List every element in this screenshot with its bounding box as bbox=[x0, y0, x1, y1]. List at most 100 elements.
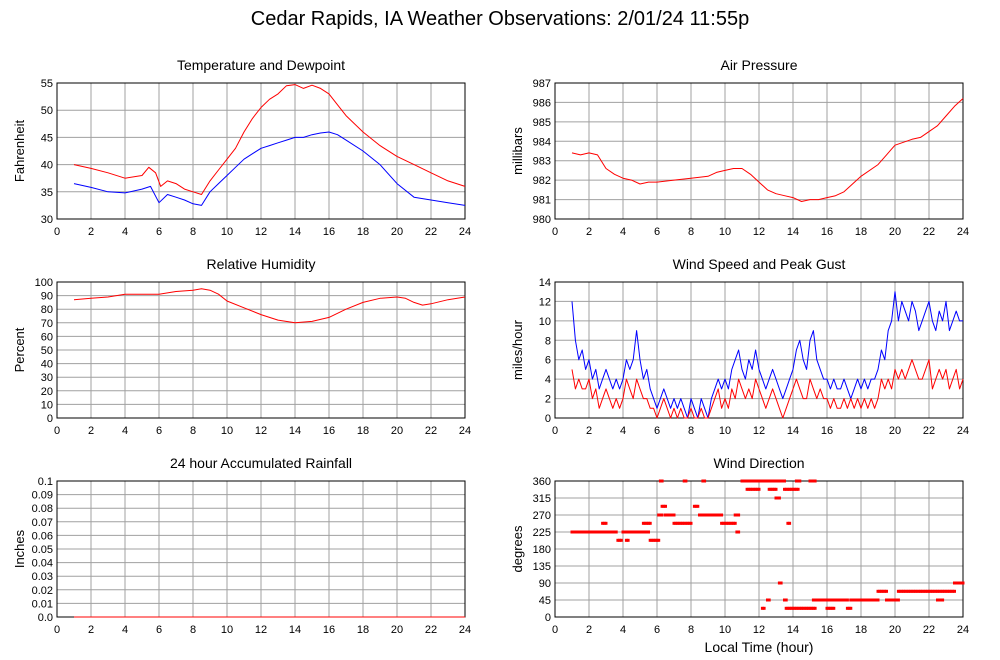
direction-point bbox=[766, 598, 769, 602]
x-tick-label: 8 bbox=[190, 624, 196, 636]
x-tick-label: 0 bbox=[552, 226, 558, 238]
y-axis-label: miles/hour bbox=[510, 319, 525, 380]
plot-frame bbox=[554, 82, 964, 220]
x-tick-label: 16 bbox=[821, 624, 833, 636]
direction-point bbox=[907, 589, 911, 593]
direction-point bbox=[742, 479, 746, 483]
direction-point bbox=[572, 530, 576, 534]
y-tick-label: 984 bbox=[533, 136, 551, 148]
direction-point bbox=[845, 606, 849, 610]
direction-point bbox=[613, 530, 616, 534]
direction-point bbox=[871, 598, 875, 602]
direction-point bbox=[640, 530, 644, 534]
direction-point bbox=[925, 589, 929, 593]
direction-point bbox=[716, 513, 720, 517]
direction-point bbox=[733, 521, 737, 525]
direction-point bbox=[774, 479, 778, 483]
direction-point bbox=[675, 521, 679, 525]
direction-point bbox=[788, 487, 792, 491]
direction-point bbox=[946, 589, 950, 593]
direction-point bbox=[896, 589, 900, 593]
x-tick-label: 2 bbox=[586, 226, 592, 238]
x-tick-label: 8 bbox=[190, 425, 196, 437]
x-tick-label: 8 bbox=[190, 226, 196, 238]
direction-point bbox=[630, 530, 633, 534]
y-tick-label: 100 bbox=[35, 277, 53, 289]
direction-point bbox=[602, 530, 606, 534]
chart-title: Wind Direction bbox=[713, 455, 804, 471]
series-line-rh-0 bbox=[73, 288, 466, 324]
direction-point bbox=[573, 530, 577, 534]
direction-point bbox=[592, 530, 596, 534]
direction-point bbox=[704, 513, 708, 517]
direction-point bbox=[937, 598, 941, 602]
x-tick-label: 14 bbox=[787, 425, 799, 437]
direction-point bbox=[885, 598, 888, 602]
direction-point bbox=[587, 530, 591, 534]
chart-title: Temperature and Dewpoint bbox=[177, 57, 345, 73]
x-tick-label: 0 bbox=[54, 226, 60, 238]
direction-point bbox=[857, 598, 861, 602]
y-tick-label: 40 bbox=[41, 160, 53, 172]
x-tick-label: 16 bbox=[821, 226, 833, 238]
direction-point bbox=[805, 606, 809, 610]
y-tick-label: 0.09 bbox=[32, 490, 53, 502]
direction-point bbox=[922, 589, 926, 593]
x-tick-label: 14 bbox=[787, 624, 799, 636]
x-tick-label: 10 bbox=[221, 624, 233, 636]
chart-title: Relative Humidity bbox=[207, 256, 316, 272]
direction-point bbox=[682, 479, 686, 483]
direction-point bbox=[643, 521, 647, 525]
direction-point bbox=[730, 521, 734, 525]
x-tick-label: 0 bbox=[54, 624, 60, 636]
y-tick-label: 90 bbox=[41, 291, 53, 303]
direction-point bbox=[777, 479, 781, 483]
x-tick-label: 8 bbox=[688, 624, 694, 636]
y-tick-label: 0 bbox=[545, 413, 551, 425]
direction-point bbox=[757, 479, 761, 483]
direction-point bbox=[781, 479, 785, 483]
direction-point bbox=[777, 581, 781, 585]
y-tick-label: 360 bbox=[533, 476, 551, 488]
y-tick-label: 90 bbox=[539, 578, 551, 590]
direction-point bbox=[815, 598, 819, 602]
plot-frame bbox=[554, 281, 964, 419]
direction-point bbox=[733, 513, 737, 517]
direction-point bbox=[584, 530, 588, 534]
direction-point bbox=[621, 530, 625, 534]
direction-point bbox=[720, 513, 724, 517]
y-tick-label: 225 bbox=[533, 527, 551, 539]
chart-pressure: 0 2 4 6 8 10 12 14 16 18 20 22 249809819829839849859… bbox=[510, 57, 969, 238]
x-tick-label: 20 bbox=[391, 425, 403, 437]
series-line-wind-1 bbox=[571, 359, 964, 419]
direction-point bbox=[750, 487, 754, 491]
direction-point bbox=[869, 598, 873, 602]
y-tick-label: 0.06 bbox=[32, 530, 53, 542]
direction-point bbox=[930, 589, 934, 593]
direction-point bbox=[835, 598, 839, 602]
direction-point bbox=[825, 606, 829, 610]
direction-point bbox=[647, 530, 650, 534]
direction-point bbox=[774, 487, 778, 491]
y-tick-label: 55 bbox=[41, 78, 53, 90]
direction-point bbox=[723, 521, 727, 525]
direction-point bbox=[932, 589, 936, 593]
direction-point bbox=[830, 598, 834, 602]
y-tick-label: 986 bbox=[533, 97, 551, 109]
direction-point bbox=[767, 479, 771, 483]
direction-point bbox=[752, 479, 756, 483]
direction-point bbox=[687, 521, 691, 525]
direction-point bbox=[760, 479, 764, 483]
direction-point bbox=[638, 530, 642, 534]
x-tick-label: 6 bbox=[156, 226, 162, 238]
y-tick-label: 20 bbox=[41, 386, 53, 398]
y-tick-label: 30 bbox=[41, 214, 53, 226]
x-tick-label: 10 bbox=[221, 425, 233, 437]
direction-point bbox=[696, 504, 700, 508]
direction-point bbox=[694, 504, 698, 508]
direction-point bbox=[585, 530, 589, 534]
direction-point bbox=[743, 479, 747, 483]
direction-point bbox=[951, 589, 955, 593]
direction-point bbox=[750, 479, 754, 483]
x-tick-label: 6 bbox=[156, 624, 162, 636]
